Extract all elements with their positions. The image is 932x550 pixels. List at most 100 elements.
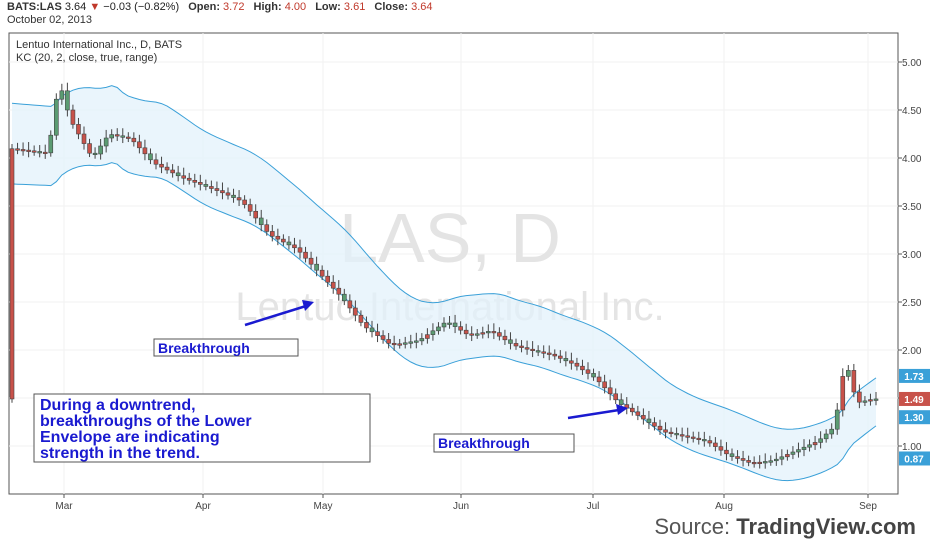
candle — [652, 417, 657, 431]
candle — [181, 167, 186, 185]
candle — [198, 174, 203, 191]
candle — [707, 435, 713, 447]
candle — [558, 350, 563, 364]
candle — [353, 300, 358, 322]
candle — [663, 422, 668, 439]
candle — [253, 204, 258, 224]
candle — [391, 335, 397, 351]
open-value: 3.72 — [223, 1, 245, 13]
candle — [342, 288, 347, 306]
price-change: −0.03 (−0.82%) — [103, 1, 180, 13]
indicator-label: KC (20, 2, close, true, range) — [16, 52, 157, 64]
candle — [491, 323, 497, 340]
candle — [214, 181, 220, 197]
candle — [868, 393, 873, 406]
price-tag-text: 1.30 — [904, 413, 924, 424]
candle — [436, 322, 441, 335]
x-tick-label: Apr — [195, 501, 211, 512]
candle — [42, 144, 48, 159]
candle — [801, 439, 807, 457]
breakthrough-text-1: Breakthrough — [158, 340, 250, 356]
price-tag-text: 0.87 — [904, 454, 924, 465]
candle — [790, 446, 796, 460]
candle — [20, 142, 26, 156]
candle — [851, 363, 857, 398]
candle — [580, 359, 585, 375]
candle — [779, 449, 785, 466]
close-value: 3.64 — [411, 1, 433, 13]
candle — [131, 132, 137, 147]
candle — [508, 332, 513, 350]
candle — [463, 323, 469, 339]
breakthrough-label-1: Breakthrough — [153, 338, 299, 357]
candle — [740, 450, 746, 467]
candle — [635, 405, 641, 421]
candle — [408, 334, 414, 349]
candle — [242, 195, 247, 209]
candle — [862, 396, 868, 406]
candle — [574, 357, 580, 371]
keltner-upper-line — [11, 85, 877, 430]
candles — [9, 82, 879, 469]
candle — [54, 93, 59, 140]
candle — [785, 449, 790, 461]
candle — [264, 219, 270, 236]
candle — [474, 329, 480, 339]
candle — [275, 228, 281, 246]
candle — [641, 408, 646, 425]
candle — [209, 180, 214, 194]
candle — [535, 345, 541, 357]
low-value: 3.61 — [343, 1, 366, 13]
candle — [480, 326, 486, 339]
open-label: Open: — [188, 1, 220, 13]
candle — [375, 323, 380, 343]
candle — [768, 455, 774, 466]
source-brand[interactable]: TradingView.com — [736, 514, 916, 539]
y-tick-label: 3.00 — [902, 250, 922, 261]
candle — [552, 349, 558, 360]
candle — [702, 431, 707, 447]
candle — [175, 165, 181, 182]
candle — [170, 164, 175, 178]
candle — [829, 423, 834, 439]
breakthrough-text-2: Breakthrough — [438, 435, 530, 451]
candle — [834, 403, 840, 435]
candle — [414, 332, 419, 349]
note-line-2: breakthroughs of the Lower — [40, 413, 252, 430]
last-price: 3.64 — [64, 1, 87, 13]
candle — [596, 371, 602, 387]
candle — [724, 442, 729, 461]
x-tick-label: Mar — [55, 501, 73, 512]
candle — [164, 162, 170, 174]
price-tags: 1.73 1.49 1.30 0.87 — [899, 368, 930, 466]
note-line-3: Envelope are indicating — [40, 429, 220, 446]
candle — [812, 435, 818, 450]
x-tick-label: Sep — [859, 501, 877, 512]
candle — [137, 134, 142, 154]
candle — [718, 439, 724, 456]
candle — [591, 368, 596, 381]
source-label: Source: — [654, 514, 731, 539]
high-label: High: — [253, 1, 282, 13]
candle — [76, 117, 81, 140]
candle — [519, 340, 524, 353]
x-tick-label: May — [314, 501, 333, 512]
candle — [159, 156, 164, 174]
y-tick-label: 4.50 — [902, 106, 922, 117]
candle — [314, 256, 319, 277]
y-tick-label: 1.00 — [902, 442, 922, 453]
price-tag-text: 1.49 — [904, 395, 924, 406]
price-tag-upper: 1.73 — [899, 368, 930, 383]
chart-title: Lentuo International Inc., D, BATS — [16, 39, 182, 51]
candle — [657, 419, 663, 435]
candle — [585, 362, 591, 380]
candle — [762, 453, 768, 469]
low-label: Low: — [315, 1, 341, 13]
symbol-name: BATS:LAS — [7, 1, 62, 13]
candle — [524, 340, 530, 355]
candle — [441, 317, 447, 332]
price-tag-lower: 0.87 — [899, 451, 930, 466]
candle — [236, 190, 242, 207]
candle — [109, 129, 114, 143]
